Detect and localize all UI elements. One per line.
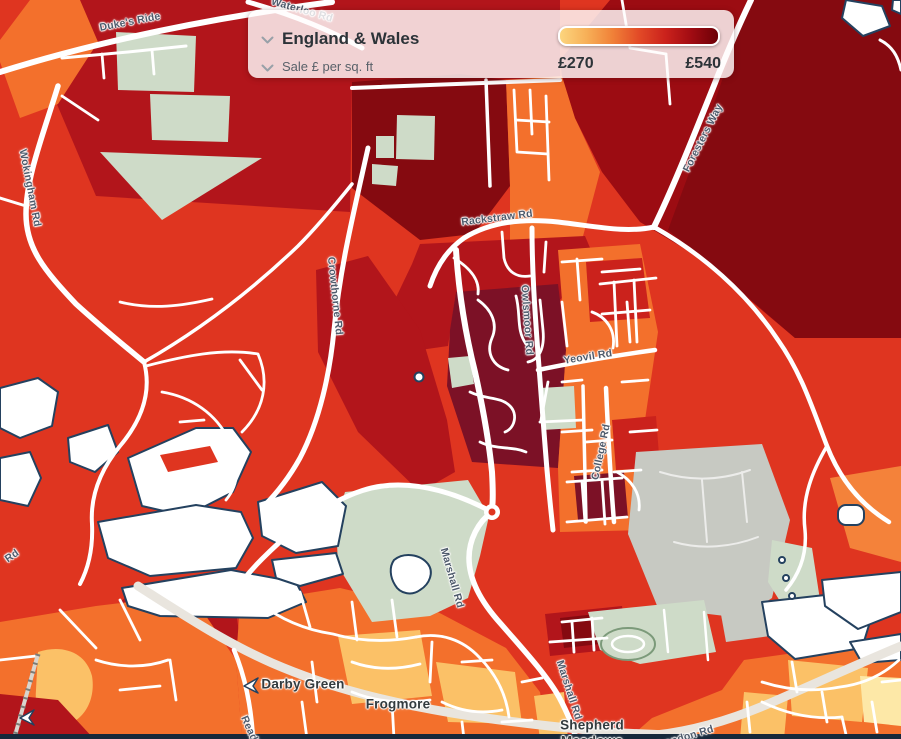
legend-min-value: £270: [558, 55, 594, 72]
legend-gradient-bar: [558, 26, 720, 46]
path-arrow-icon: [19, 709, 35, 726]
railway-layer: [11, 653, 41, 739]
legend-region-title: England & Wales: [282, 29, 420, 48]
legend-panel: England & Wales Sale £ per sq. ft £270 £…: [248, 10, 734, 78]
marker-arrows-layer: [19, 677, 259, 726]
legend-metric-label: Sale £ per sq. ft: [282, 59, 374, 74]
bottom-edge-bar: [0, 734, 901, 739]
legend-max-value: £540: [685, 55, 721, 72]
path-arrow-icon: [243, 677, 259, 694]
